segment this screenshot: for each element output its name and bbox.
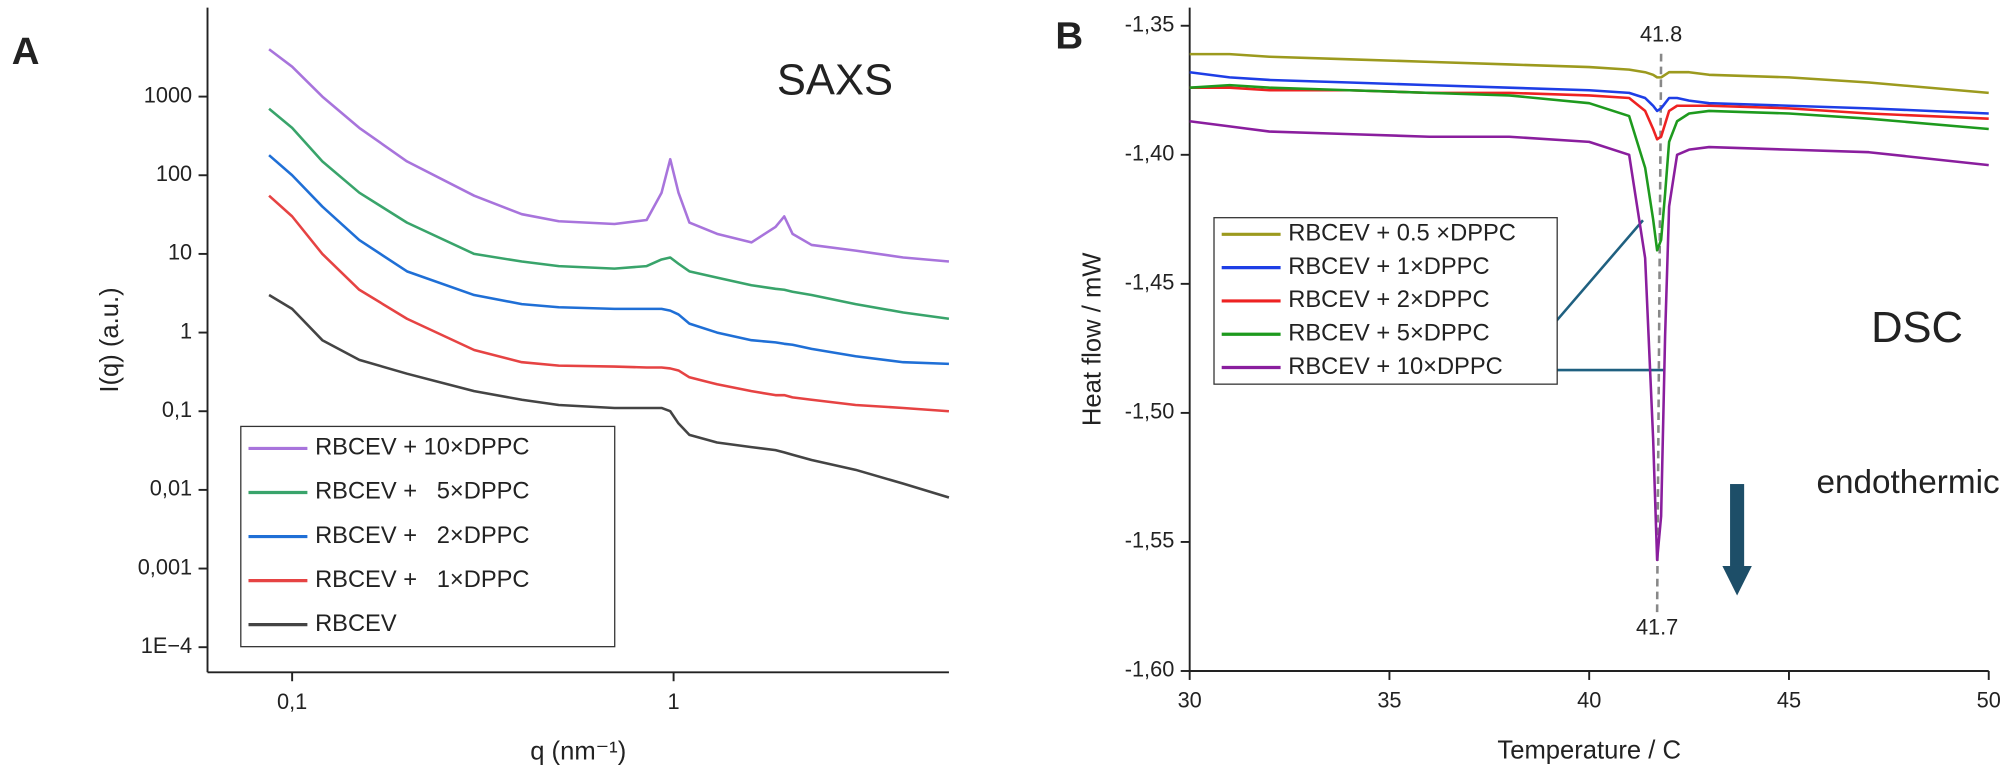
legend-label: RBCEV + 10×DPPC <box>315 435 529 461</box>
series-line <box>268 194 950 413</box>
y-tick-label: -1,50 <box>1125 399 1175 424</box>
y-tick-label: -1,60 <box>1125 657 1175 682</box>
panel-label: A <box>12 30 40 73</box>
legend-label: RBCEV <box>315 611 397 637</box>
series-line <box>268 293 950 499</box>
series-line <box>268 154 949 366</box>
y-axis-label: Heat flow / mW <box>1078 252 1106 426</box>
y-tick-label: 1E−4 <box>141 633 192 658</box>
y-tick-label: -1,35 <box>1125 12 1175 37</box>
annotation: SAXS <box>777 57 893 105</box>
y-tick-label: 1000 <box>144 82 192 107</box>
series-line <box>268 107 950 320</box>
y-tick-label: 1 <box>180 318 192 343</box>
series-line <box>1189 52 1989 95</box>
x-tick-label: 30 <box>1178 687 1202 712</box>
series-line <box>1189 70 1989 115</box>
legend-label: RBCEV + 5×DPPC <box>315 479 529 505</box>
legend-label: RBCEV + 5×DPPC <box>1288 320 1489 346</box>
annotation: endothermic <box>1816 464 1999 501</box>
legend-label: RBCEV + 10×DPPC <box>1288 354 1502 380</box>
legend-label: RBCEV + 1×DPPC <box>315 567 529 593</box>
y-tick-label: 0,1 <box>162 397 192 422</box>
x-tick-label: 50 <box>1977 687 2001 712</box>
x-tick-label: 1 <box>668 689 680 714</box>
x-axis-label: q (nm⁻¹) <box>530 738 626 766</box>
y-tick-label: -1,40 <box>1125 141 1175 166</box>
series-line <box>1189 86 1989 141</box>
peak-label: 41.7 <box>1636 614 1678 639</box>
x-tick-label: 45 <box>1777 687 1801 712</box>
y-tick-label: 0,01 <box>150 476 192 501</box>
y-tick-label: -1,55 <box>1125 528 1175 553</box>
peak-label: 41.8 <box>1640 22 1682 47</box>
y-tick-label: 100 <box>156 161 192 186</box>
x-axis-label: Temperature / C <box>1497 736 1681 764</box>
y-tick-label: 10 <box>168 240 192 265</box>
legend-label: RBCEV + 2×DPPC <box>315 523 529 549</box>
y-tick-label: 0,001 <box>138 554 192 579</box>
series-line <box>268 48 950 263</box>
legend-label: RBCEV + 2×DPPC <box>1288 287 1489 313</box>
y-tick-label: -1,45 <box>1125 270 1175 295</box>
endothermic-arrow <box>1722 484 1752 596</box>
legend-label: RBCEV + 0.5 ×DPPC <box>1288 221 1516 247</box>
annotation: DSC <box>1871 304 1963 352</box>
y-axis-label: I(q) (a.u.) <box>96 287 124 392</box>
x-tick-label: 40 <box>1577 687 1601 712</box>
legend-label: RBCEV + 1×DPPC <box>1288 254 1489 280</box>
x-tick-label: 35 <box>1377 687 1401 712</box>
x-tick-label: 0,1 <box>277 689 307 714</box>
peak-guide <box>1655 53 1663 613</box>
series-line <box>1189 119 1989 562</box>
series-line <box>1189 83 1989 252</box>
panel-label: B <box>1055 15 1083 58</box>
